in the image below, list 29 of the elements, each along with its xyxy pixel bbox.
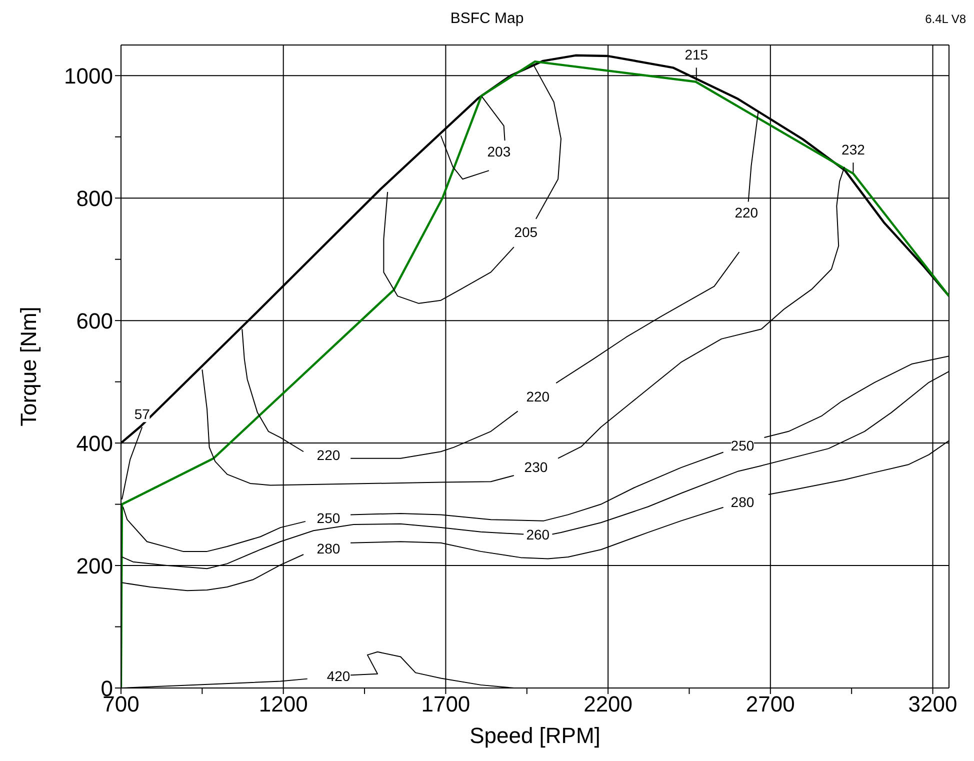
y-tick-label: 1000 (64, 63, 113, 88)
y-tick-label: 600 (76, 308, 113, 334)
x-tick-label: 1700 (421, 692, 470, 717)
series-label: 57 (134, 406, 150, 422)
text: 220 (316, 447, 340, 464)
series-label: 205 (514, 224, 538, 240)
x-tick-label: 2700 (746, 692, 795, 717)
x-tick-label: 2200 (584, 692, 633, 717)
series-label: 250 (730, 437, 754, 454)
series-label: 420 (326, 668, 350, 684)
series-label: 215 (684, 46, 708, 63)
chart-subtitle: 6.4L V8 (925, 12, 966, 26)
text: 220 (734, 204, 758, 221)
x-tick-label: 1200 (258, 692, 308, 717)
chart-title: BSFC Map (450, 10, 524, 27)
y-tick-label: 800 (76, 186, 113, 211)
series-label: 230 (524, 458, 548, 475)
series-label: 203 (487, 144, 511, 160)
text: 250 (316, 510, 340, 526)
x-tick-label: 3200 (908, 692, 958, 717)
series-label: 280 (730, 494, 754, 510)
text: 280 (316, 540, 340, 556)
series-label: 260 (526, 526, 550, 542)
y-tick-label: 400 (76, 430, 113, 456)
series-label: 232 (842, 142, 866, 158)
y-tick-label: 200 (76, 553, 113, 578)
x-axis-title: Speed [RPM] (470, 723, 600, 748)
series-label: 220 (526, 388, 550, 404)
y-axis-title: Torque [Nm] (16, 306, 41, 426)
